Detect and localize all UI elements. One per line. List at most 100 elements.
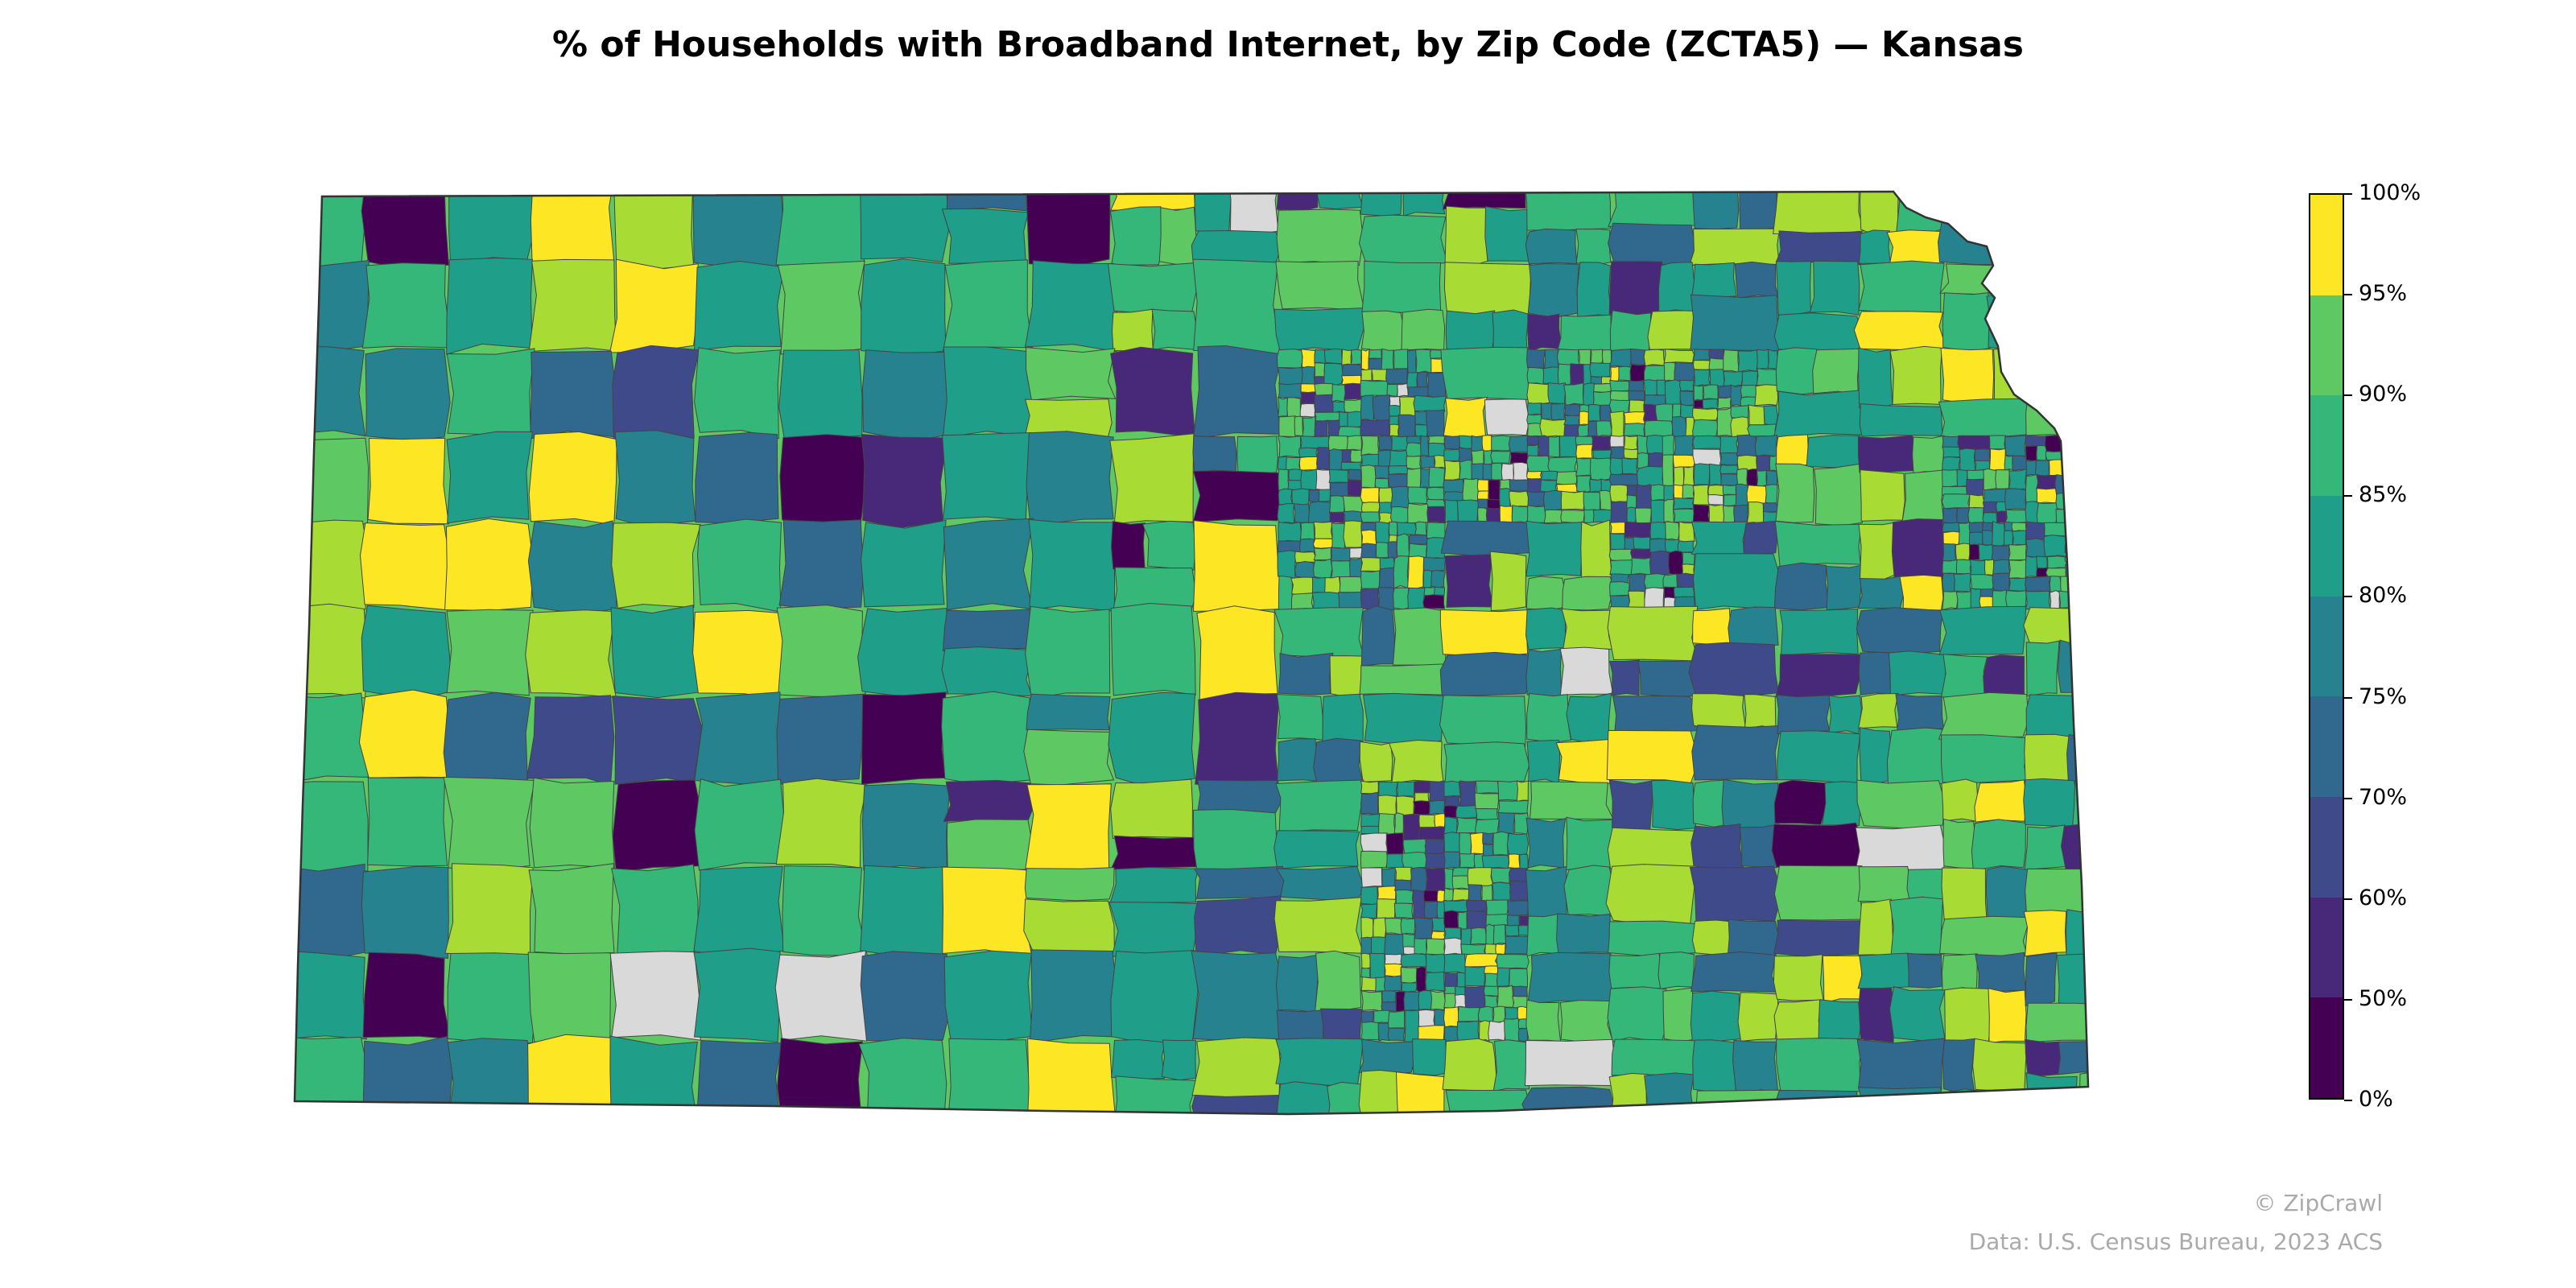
zip-region bbox=[1628, 380, 1645, 392]
zip-region bbox=[1624, 536, 1636, 551]
zip-region bbox=[2004, 509, 2028, 524]
zip-region bbox=[1381, 1001, 1397, 1012]
zip-region bbox=[1407, 486, 1428, 505]
zip-region bbox=[1608, 548, 1633, 562]
zip-region bbox=[1313, 521, 1333, 539]
zip-region bbox=[2036, 555, 2048, 569]
zip-region bbox=[2025, 694, 2088, 739]
zip-region bbox=[1483, 843, 1494, 857]
zip-region bbox=[942, 259, 1033, 354]
zip-region bbox=[1517, 1005, 1529, 1021]
zip-region bbox=[528, 431, 617, 526]
zip-region bbox=[1677, 540, 1695, 554]
zip-region bbox=[2083, 576, 2088, 594]
zip-region bbox=[1634, 507, 1652, 524]
zip-region bbox=[1692, 407, 1719, 421]
zip-region bbox=[1457, 910, 1468, 930]
zip-region bbox=[1378, 813, 1396, 836]
zip-region bbox=[1982, 512, 1998, 523]
zip-region bbox=[1576, 475, 1591, 493]
zip-region bbox=[1278, 469, 1290, 492]
zip-region bbox=[295, 192, 367, 269]
kansas-state-outline bbox=[293, 190, 2090, 1116]
zip-region bbox=[2057, 953, 2088, 1007]
zip-region bbox=[1312, 558, 1333, 580]
zip-region bbox=[446, 348, 535, 436]
zip-region bbox=[1857, 347, 1893, 409]
zip-region bbox=[1275, 779, 1364, 833]
zip-region bbox=[1483, 985, 1499, 997]
zip-region bbox=[1959, 448, 1976, 472]
zip-region bbox=[1340, 461, 1364, 471]
zip-region bbox=[1192, 435, 1237, 473]
zip-region bbox=[1708, 349, 1724, 360]
zip-region bbox=[2025, 460, 2037, 477]
zip-region bbox=[1397, 781, 1415, 798]
zip-region bbox=[1471, 463, 1484, 481]
zip-region bbox=[1368, 349, 1383, 360]
zip-region bbox=[1942, 456, 1961, 472]
zip-region bbox=[1440, 520, 1534, 556]
zip-region bbox=[2065, 564, 2088, 578]
zip-region bbox=[1748, 404, 1765, 426]
zip-region bbox=[1692, 553, 1780, 610]
zip-region bbox=[1539, 418, 1567, 438]
zip-region bbox=[1719, 464, 1739, 475]
zip-region bbox=[1895, 694, 1945, 732]
zip-region bbox=[1464, 985, 1486, 1009]
zip-region bbox=[611, 522, 701, 609]
zip-region bbox=[778, 349, 863, 440]
zip-region bbox=[1492, 923, 1507, 945]
zip-region bbox=[1026, 1038, 1117, 1114]
zip-region bbox=[2073, 465, 2087, 477]
zip-region bbox=[1856, 1038, 1946, 1091]
zip-region bbox=[1774, 520, 1863, 567]
zip-region bbox=[861, 782, 951, 871]
zip-region bbox=[1506, 914, 1521, 927]
zip-region bbox=[1347, 479, 1363, 497]
zip-region bbox=[2043, 535, 2068, 557]
zip-region bbox=[1609, 580, 1630, 597]
zip-region bbox=[1558, 436, 1577, 458]
zip-region bbox=[1458, 435, 1473, 449]
zip-region bbox=[1490, 450, 1512, 464]
zip-region bbox=[1737, 992, 1779, 1042]
zip-region bbox=[1608, 920, 1698, 957]
zip-region bbox=[1377, 795, 1397, 816]
zip-region bbox=[1723, 349, 1740, 374]
zip-region bbox=[1274, 830, 1360, 869]
zip-region bbox=[1702, 398, 1719, 410]
zip-region bbox=[1779, 609, 1859, 656]
zip-region bbox=[1384, 933, 1406, 956]
zip-region bbox=[1414, 424, 1428, 437]
legend-swatch bbox=[2310, 696, 2343, 797]
zip-region bbox=[1192, 808, 1278, 872]
zip-region bbox=[1408, 535, 1428, 545]
zip-region bbox=[2022, 263, 2082, 299]
zip-region bbox=[1413, 800, 1430, 815]
zip-region bbox=[1320, 1008, 1364, 1042]
zip-region bbox=[1360, 464, 1377, 489]
zip-region bbox=[295, 950, 367, 1040]
zip-region bbox=[1371, 369, 1388, 382]
zip-region bbox=[1443, 795, 1461, 807]
zip-region bbox=[1192, 258, 1281, 355]
watermark-text: © ZipCrawl bbox=[2253, 1190, 2383, 1216]
zip-region bbox=[2060, 824, 2088, 870]
zip-region bbox=[1278, 415, 1297, 438]
zip-region bbox=[1311, 592, 1342, 611]
zip-region bbox=[1589, 478, 1603, 493]
zip-region bbox=[1434, 586, 1445, 596]
zip-region bbox=[1396, 533, 1410, 559]
zip-region bbox=[1316, 447, 1331, 471]
zip-region bbox=[1516, 780, 1529, 803]
zip-region bbox=[1891, 518, 1946, 580]
zip-region bbox=[861, 349, 952, 442]
zip-region bbox=[2089, 552, 2097, 569]
zip-region bbox=[1442, 1038, 1498, 1095]
zip-region bbox=[860, 865, 951, 959]
zip-region bbox=[1277, 435, 1302, 458]
zip-region bbox=[1858, 987, 1895, 1043]
zip-region bbox=[1327, 435, 1350, 451]
zip-region bbox=[1563, 382, 1584, 407]
